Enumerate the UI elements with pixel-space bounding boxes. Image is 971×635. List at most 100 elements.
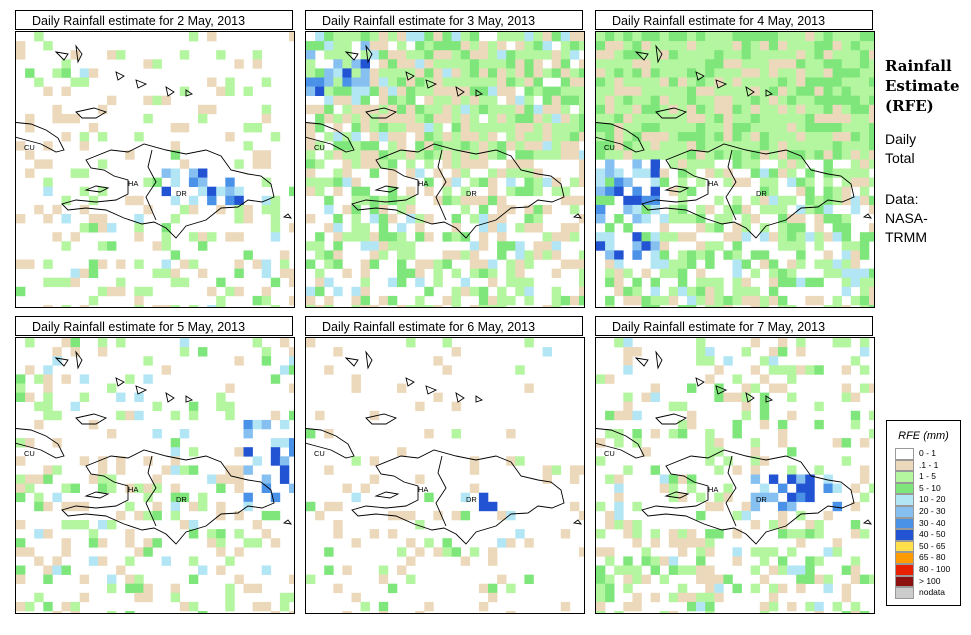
rainfall-cell bbox=[134, 305, 144, 307]
rainfall-cell bbox=[252, 295, 262, 306]
rainfall-cell bbox=[859, 195, 870, 206]
rainfall-cell bbox=[579, 68, 584, 78]
rainfall-cell bbox=[125, 410, 135, 421]
rainfall-cell bbox=[179, 601, 190, 612]
coastline bbox=[84, 491, 110, 499]
rainfall-cell bbox=[488, 295, 498, 306]
rainfall-cell bbox=[768, 59, 779, 69]
coastline bbox=[634, 357, 649, 367]
rainfall-cell bbox=[378, 41, 389, 51]
rainfall-cell bbox=[579, 286, 584, 297]
rainfall-cell bbox=[750, 113, 761, 124]
rainfall-cell bbox=[79, 223, 90, 233]
rainfall-cell bbox=[750, 68, 761, 78]
rainfall-cell bbox=[107, 574, 117, 584]
rainfall-cell bbox=[650, 429, 660, 439]
rainfall-cell bbox=[768, 474, 779, 484]
rainfall-cell bbox=[805, 195, 815, 206]
rainfall-cell bbox=[650, 305, 660, 307]
rainfall-cell bbox=[61, 601, 71, 612]
rainfall-cell bbox=[469, 305, 480, 307]
rainfall-cell bbox=[723, 41, 733, 51]
rainfall-cell bbox=[387, 150, 398, 160]
rainfall-cell bbox=[732, 268, 742, 278]
rainfall-cell bbox=[488, 123, 498, 133]
rainfall-cell bbox=[70, 232, 80, 242]
rainfall-cell bbox=[805, 113, 815, 124]
rainfall-cell bbox=[342, 268, 352, 278]
rainfall-cell bbox=[859, 50, 870, 60]
rainfall-cell bbox=[787, 177, 797, 187]
rainfall-cell bbox=[152, 305, 162, 307]
rainfall-cell bbox=[198, 565, 208, 575]
rainfall-cell bbox=[351, 150, 361, 160]
rainfall-cell bbox=[869, 132, 874, 142]
rainfall-cell bbox=[560, 68, 571, 78]
rainfall-cell bbox=[814, 401, 824, 412]
rainfall-cell bbox=[677, 286, 688, 297]
rainfall-cell bbox=[506, 132, 516, 142]
rainfall-cell bbox=[796, 492, 806, 503]
rainfall-cell bbox=[279, 456, 290, 466]
rainfall-cell bbox=[832, 601, 842, 612]
rainfall-cell bbox=[542, 32, 552, 42]
rainfall-cell bbox=[859, 159, 870, 169]
rainfall-cell bbox=[741, 259, 751, 269]
rainfall-cell bbox=[614, 483, 624, 493]
rainfall-cell bbox=[687, 529, 697, 539]
rainfall-cell bbox=[741, 232, 751, 242]
rainfall-cell bbox=[433, 50, 443, 60]
rainfall-cell bbox=[832, 150, 842, 160]
rainfall-cell bbox=[560, 113, 571, 124]
rainfall-cell bbox=[732, 50, 742, 60]
rainfall-cell bbox=[179, 520, 190, 530]
rainfall-cell bbox=[850, 41, 861, 51]
rainfall-cell bbox=[315, 250, 325, 260]
rainfall-cell bbox=[796, 68, 806, 78]
rainfall-cell bbox=[641, 150, 651, 160]
rainfall-cell bbox=[515, 259, 525, 269]
rainfall-cell bbox=[360, 50, 370, 60]
rainfall-cell bbox=[823, 123, 833, 133]
rainfall-cell bbox=[668, 259, 679, 269]
rainfall-cell bbox=[315, 141, 325, 151]
rainfall-cell bbox=[805, 123, 815, 133]
rainfall-cell bbox=[478, 583, 489, 594]
rainfall-cell bbox=[705, 447, 715, 457]
rainfall-cell bbox=[243, 501, 253, 512]
rainfall-cell bbox=[116, 392, 126, 402]
rainfall-cell bbox=[623, 113, 633, 124]
rainfall-cell bbox=[687, 77, 697, 87]
rainfall-cell bbox=[34, 77, 44, 87]
rainfall-cell bbox=[814, 95, 824, 106]
rainfall-cell bbox=[859, 268, 870, 278]
rainfall-cell bbox=[696, 250, 706, 260]
rainfall-cell bbox=[378, 150, 389, 160]
rainfall-cell bbox=[515, 41, 525, 51]
rainfall-cell bbox=[515, 186, 525, 197]
rainfall-cell bbox=[324, 295, 334, 306]
rainfall-cell bbox=[415, 232, 425, 242]
rainfall-cell bbox=[750, 141, 761, 151]
rainfall-cell bbox=[252, 456, 262, 466]
legend-item: nodata bbox=[887, 587, 960, 599]
rainfall-cell bbox=[170, 268, 181, 278]
coastline bbox=[641, 449, 855, 545]
rainfall-cell bbox=[623, 123, 633, 133]
rainfall-cell bbox=[569, 223, 580, 233]
rainfall-cell bbox=[342, 95, 352, 106]
rainfall-cell bbox=[714, 223, 724, 233]
rainfall-cell bbox=[869, 159, 874, 169]
rainfall-cell bbox=[705, 168, 715, 178]
rainfall-cell bbox=[170, 277, 181, 288]
rainfall-cell bbox=[16, 574, 26, 584]
rainfall-cell bbox=[306, 132, 316, 142]
rainfall-cell bbox=[506, 177, 516, 187]
rainfall-cell bbox=[488, 195, 498, 206]
rainfall-cell bbox=[705, 538, 715, 548]
rainfall-cell bbox=[97, 474, 108, 484]
rainfall-cell bbox=[369, 132, 380, 142]
rainfall-cell bbox=[778, 277, 788, 288]
rainfall-cell bbox=[687, 601, 697, 612]
rainfall-cell bbox=[778, 483, 788, 493]
